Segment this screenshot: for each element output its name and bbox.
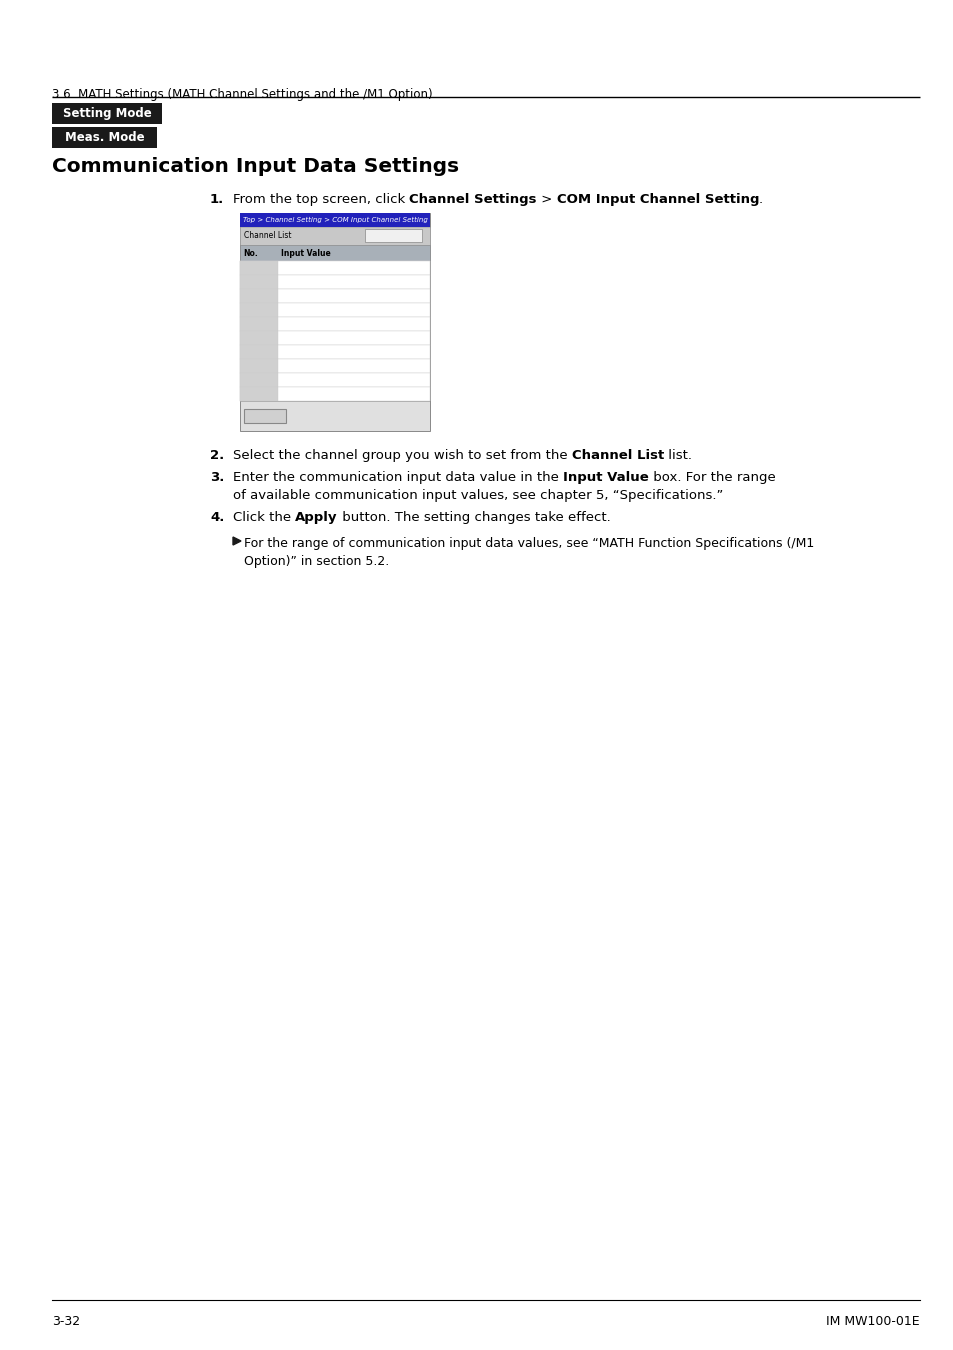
- Text: 3.: 3.: [210, 471, 224, 485]
- Bar: [240, 213, 430, 431]
- Bar: [240, 346, 430, 359]
- Text: From the top screen, click: From the top screen, click: [233, 193, 409, 207]
- Bar: [240, 289, 430, 302]
- Bar: [240, 302, 277, 317]
- Text: 0: 0: [280, 306, 284, 313]
- Text: Apply: Apply: [253, 412, 275, 420]
- Text: COM Input Channel Setting: COM Input Channel Setting: [556, 193, 759, 207]
- Text: C002: C002: [242, 279, 259, 285]
- Bar: [240, 359, 430, 373]
- Text: 0: 0: [280, 350, 284, 355]
- Bar: [240, 244, 430, 261]
- Text: C005: C005: [242, 321, 259, 327]
- Text: ▼: ▼: [416, 234, 419, 239]
- Bar: [277, 261, 430, 275]
- Text: 0: 0: [280, 335, 284, 342]
- Bar: [240, 359, 277, 373]
- Text: 0: 0: [280, 363, 284, 369]
- Text: No.: No.: [243, 248, 257, 258]
- Text: Communication Input Data Settings: Communication Input Data Settings: [52, 157, 458, 176]
- Text: 0: 0: [280, 321, 284, 327]
- Text: C001: C001: [242, 265, 259, 271]
- Bar: [277, 331, 430, 346]
- Bar: [277, 373, 430, 387]
- Text: Meas. Mode: Meas. Mode: [65, 131, 144, 144]
- Bar: [240, 373, 277, 387]
- Bar: [52, 127, 157, 148]
- Text: Input Value: Input Value: [281, 248, 331, 258]
- Text: 1.: 1.: [210, 193, 224, 207]
- Text: C010: C010: [242, 392, 259, 397]
- Text: Channel Settings: Channel Settings: [409, 193, 537, 207]
- Bar: [240, 275, 430, 289]
- Bar: [277, 346, 430, 359]
- Text: >: >: [537, 193, 556, 207]
- Text: .: .: [759, 193, 762, 207]
- Text: 0: 0: [280, 293, 284, 298]
- Text: For the range of communication input data values, see “MATH Function Specificati: For the range of communication input dat…: [244, 537, 814, 549]
- Text: list.: list.: [663, 450, 691, 462]
- Text: Select the channel group you wish to set from the: Select the channel group you wish to set…: [233, 450, 571, 462]
- Text: 3.6  MATH Settings (MATH Channel Settings and the /M1 Option): 3.6 MATH Settings (MATH Channel Settings…: [52, 88, 432, 101]
- Bar: [240, 275, 277, 289]
- Text: Apply: Apply: [295, 512, 337, 524]
- Text: C009: C009: [242, 377, 259, 383]
- Bar: [240, 302, 430, 317]
- Text: Enter the communication input data value in the: Enter the communication input data value…: [233, 471, 562, 485]
- Bar: [240, 331, 430, 346]
- Bar: [240, 387, 430, 401]
- Bar: [52, 103, 162, 124]
- Bar: [277, 289, 430, 302]
- Text: C003: C003: [242, 293, 259, 298]
- Text: of available communication input values, see chapter 5, “Specifications.”: of available communication input values,…: [233, 489, 722, 502]
- Bar: [277, 387, 430, 401]
- Bar: [277, 275, 430, 289]
- Text: IM MW100-01E: IM MW100-01E: [825, 1315, 919, 1328]
- Bar: [240, 317, 277, 331]
- Text: C007: C007: [242, 350, 259, 355]
- Text: Input Value: Input Value: [562, 471, 648, 485]
- Text: 12345: 12345: [280, 265, 301, 271]
- Bar: [244, 409, 286, 423]
- Bar: [277, 317, 430, 331]
- Bar: [240, 213, 430, 227]
- Text: 0: 0: [280, 377, 284, 383]
- Bar: [240, 331, 277, 346]
- Bar: [240, 289, 277, 302]
- Bar: [240, 373, 430, 387]
- Bar: [365, 230, 421, 242]
- Bar: [240, 261, 430, 275]
- Text: Channel List: Channel List: [571, 450, 663, 462]
- Text: 2.: 2.: [210, 450, 224, 462]
- Text: C006: C006: [242, 335, 259, 342]
- Text: 1.2345E-5: 1.2345E-5: [280, 279, 314, 285]
- Text: 3-32: 3-32: [52, 1315, 80, 1328]
- Text: Channel List: Channel List: [244, 231, 292, 240]
- Text: 0: 0: [280, 392, 284, 397]
- Bar: [277, 302, 430, 317]
- Text: Option)” in section 5.2.: Option)” in section 5.2.: [244, 555, 389, 568]
- Text: Top > Channel Setting > COM Input Channel Setting: Top > Channel Setting > COM Input Channe…: [243, 217, 428, 223]
- Bar: [240, 227, 430, 244]
- Bar: [240, 387, 277, 401]
- Polygon shape: [233, 537, 241, 545]
- Bar: [240, 346, 277, 359]
- Bar: [240, 317, 430, 331]
- Text: button. The setting changes take effect.: button. The setting changes take effect.: [337, 512, 610, 524]
- Text: 4.: 4.: [210, 512, 224, 524]
- Text: C001 - C010: C001 - C010: [367, 234, 408, 239]
- Bar: [240, 261, 277, 275]
- Text: Setting Mode: Setting Mode: [63, 107, 152, 120]
- Bar: [277, 359, 430, 373]
- Text: C008: C008: [242, 363, 259, 369]
- Text: box. For the range: box. For the range: [648, 471, 775, 485]
- Text: C004: C004: [242, 306, 259, 313]
- Text: Click the: Click the: [233, 512, 295, 524]
